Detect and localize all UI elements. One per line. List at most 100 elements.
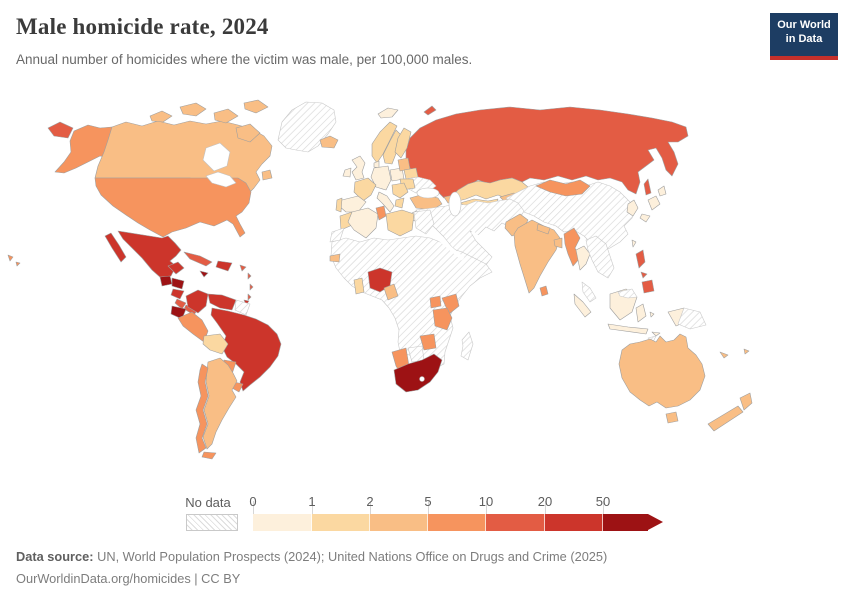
region-hispaniola[interactable] xyxy=(215,260,233,272)
region-chile[interactable] xyxy=(195,363,209,454)
region-ghana[interactable] xyxy=(353,277,365,295)
region-australia[interactable] xyxy=(618,333,706,409)
region-taiwan[interactable] xyxy=(631,239,637,248)
region-svalbard[interactable] xyxy=(377,107,399,119)
data-source-line: Data source: UN, World Population Prospe… xyxy=(16,546,607,568)
owid-logo[interactable]: Our World in Data xyxy=(770,13,838,60)
region-colombia[interactable] xyxy=(185,289,209,314)
legend-tick-label-0: 0 xyxy=(249,494,257,509)
region-guatemala[interactable] xyxy=(159,275,173,287)
region-bolivia[interactable] xyxy=(202,333,229,355)
region-hawaii[interactable] xyxy=(7,254,21,267)
region-central-europe[interactable] xyxy=(370,165,392,191)
region-korea[interactable] xyxy=(626,199,639,217)
region-nicaragua[interactable] xyxy=(170,288,185,300)
region-egypt[interactable] xyxy=(413,209,435,235)
legend-tick-label-3: 5 xyxy=(424,494,432,509)
region-africa-no-data[interactable] xyxy=(330,235,493,369)
region-madagascar[interactable] xyxy=(460,331,474,361)
region-bangladesh[interactable] xyxy=(553,237,563,249)
region-denmark[interactable] xyxy=(373,160,380,169)
region-malaysia-peninsula[interactable] xyxy=(581,281,597,303)
region-indonesia-sumatra[interactable] xyxy=(573,293,592,318)
region-peru[interactable] xyxy=(177,311,209,343)
region-thailand[interactable] xyxy=(575,245,591,271)
region-canada-newfoundland[interactable] xyxy=(261,169,273,181)
region-france[interactable] xyxy=(353,177,377,202)
region-mexico-baja[interactable] xyxy=(104,232,127,263)
region-norway[interactable] xyxy=(371,121,398,164)
region-russia-novaya-zemlya[interactable] xyxy=(423,105,437,116)
legend-no-data-swatch[interactable] xyxy=(186,514,238,531)
region-indonesia-sulawesi[interactable] xyxy=(635,303,647,323)
legend-bin-3[interactable] xyxy=(428,514,486,531)
region-indonesia-maluku[interactable] xyxy=(649,311,661,337)
region-united-kingdom[interactable] xyxy=(351,155,366,181)
region-venezuela[interactable] xyxy=(207,293,237,311)
legend-bin-6[interactable] xyxy=(603,514,648,531)
region-south-africa[interactable] xyxy=(393,353,443,393)
region-greece[interactable] xyxy=(394,197,405,209)
region-canada-arctic-3[interactable] xyxy=(213,108,239,124)
region-ireland[interactable] xyxy=(342,167,352,178)
region-new-caledonia[interactable] xyxy=(719,351,729,359)
legend-bin-2[interactable] xyxy=(370,514,428,531)
legend-arrow-tip xyxy=(648,514,663,530)
region-cuba[interactable] xyxy=(183,251,213,267)
region-malaysia-borneo[interactable] xyxy=(617,288,638,299)
legend-bin-4[interactable] xyxy=(486,514,545,531)
region-zimbabwe[interactable] xyxy=(419,333,437,351)
region-russia-sakhalin[interactable] xyxy=(643,178,652,196)
region-philippines[interactable] xyxy=(635,249,655,294)
region-united-states[interactable] xyxy=(94,177,252,238)
region-china[interactable] xyxy=(505,181,637,253)
region-jamaica[interactable] xyxy=(199,270,209,278)
region-botswana[interactable] xyxy=(407,345,425,363)
region-japan[interactable] xyxy=(639,185,667,223)
region-sri-lanka[interactable] xyxy=(539,285,549,297)
region-india[interactable] xyxy=(513,219,561,294)
region-nepal[interactable] xyxy=(536,223,551,235)
region-puerto-rico[interactable] xyxy=(239,264,247,272)
region-italy[interactable] xyxy=(376,191,395,213)
region-argentina[interactable] xyxy=(202,357,238,450)
region-papua-new-guinea[interactable] xyxy=(677,307,707,330)
region-mongolia[interactable] xyxy=(535,179,591,197)
region-western-sahara[interactable] xyxy=(329,227,345,243)
region-mexico-yucatan[interactable] xyxy=(167,261,185,275)
legend-tick-2 xyxy=(370,501,371,514)
region-canada-arctic-2[interactable] xyxy=(179,102,207,117)
region-honduras[interactable] xyxy=(171,277,185,290)
region-new-zealand[interactable] xyxy=(707,392,753,432)
region-tasmania[interactable] xyxy=(665,411,679,424)
region-libya[interactable] xyxy=(385,209,415,237)
region-tanzania[interactable] xyxy=(432,307,453,331)
region-russia-chukotka[interactable] xyxy=(47,121,74,139)
region-guianas[interactable] xyxy=(234,299,251,316)
region-algeria[interactable] xyxy=(347,207,379,239)
region-cameroon[interactable] xyxy=(383,283,399,301)
region-balkans[interactable] xyxy=(391,182,409,199)
region-uganda[interactable] xyxy=(429,295,442,309)
region-fiji[interactable] xyxy=(743,348,750,355)
region-mexico[interactable] xyxy=(117,230,182,279)
legend-bin-0[interactable] xyxy=(253,514,312,531)
region-portugal[interactable] xyxy=(335,197,343,213)
page-title: Male homicide rate, 2024 xyxy=(16,14,269,39)
license-link[interactable]: OurWorldinData.org/homicides | CC BY xyxy=(16,571,241,586)
region-indochina[interactable] xyxy=(585,235,615,279)
legend-bin-5[interactable] xyxy=(545,514,603,531)
region-lesser-antilles[interactable] xyxy=(247,272,254,301)
region-canada-arctic-1[interactable] xyxy=(149,110,173,123)
region-indonesia-java[interactable] xyxy=(607,323,649,335)
region-canada-arctic-4[interactable] xyxy=(243,99,269,114)
region-myanmar[interactable] xyxy=(563,227,581,267)
region-iceland[interactable] xyxy=(319,135,339,149)
region-alaska[interactable] xyxy=(54,124,113,174)
region-lesotho[interactable] xyxy=(419,376,425,382)
region-finland[interactable] xyxy=(394,127,412,159)
region-tierra-del-fuego[interactable] xyxy=(201,451,217,460)
region-senegal[interactable] xyxy=(329,253,341,263)
region-canada-baffin[interactable] xyxy=(235,123,261,143)
legend-bin-1[interactable] xyxy=(312,514,370,531)
